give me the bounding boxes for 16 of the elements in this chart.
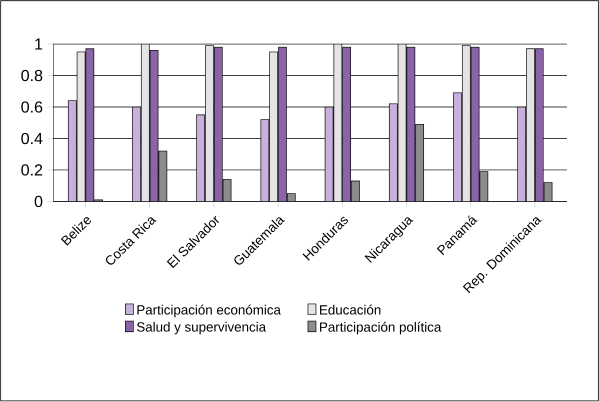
bar [86,48,94,202]
y-tick-label: 0.8 [21,70,42,82]
bar [534,48,544,202]
legend-label: Participación política [320,322,442,335]
bar [214,47,223,202]
y-tick-label: 1 [35,38,42,50]
y-tick-label: 0.2 [21,164,42,176]
bar [406,47,416,202]
legend-label: Educación [320,304,380,315]
y-tick-label: 0.4 [21,133,42,144]
bar [470,47,480,202]
y-tick-label: 0 [34,196,42,208]
bar [342,47,352,202]
legend-label: Salud y supervivencia [136,322,266,335]
legend-label: Participación económica [137,304,281,318]
y-tick-label: 0.6 [21,102,42,113]
